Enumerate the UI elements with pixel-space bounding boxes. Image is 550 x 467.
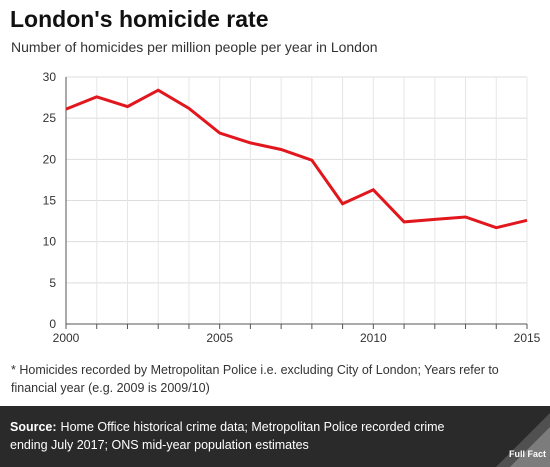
source-label: Source:: [10, 420, 57, 434]
series-line: [65, 88, 528, 230]
x-tick-label: 2000: [53, 331, 80, 345]
x-tick-label: 2010: [360, 331, 387, 345]
x-tick-label: 2005: [206, 331, 233, 345]
y-tick-label: 5: [49, 276, 56, 290]
source-body: Home Office historical crime data; Metro…: [10, 420, 445, 452]
y-tick-label: 25: [43, 111, 57, 125]
footnote: * Homicides recorded by Metropolitan Pol…: [11, 363, 499, 395]
x-tick-label: 2015: [514, 331, 541, 345]
source-text: Source: Home Office historical crime data…: [10, 418, 460, 454]
brand-name: Full Fact: [508, 449, 546, 459]
y-tick-label: 10: [43, 235, 57, 249]
brand-logo: Full Fact: [486, 413, 550, 467]
source-bar: Source: Home Office historical crime data…: [0, 406, 550, 467]
series-layer: [65, 88, 528, 230]
axes: 0 5 10 15 20 25 30 2000 2005 2010 2015: [43, 70, 541, 345]
y-tick-label: 15: [43, 194, 57, 208]
y-tick-label: 30: [43, 70, 57, 84]
grid: [65, 76, 528, 325]
y-tick-label: 0: [49, 317, 56, 331]
full-fact-logo-icon: [496, 413, 550, 467]
chart-subtitle: Number of homicides per million people p…: [11, 39, 378, 55]
y-tick-label: 20: [43, 152, 57, 166]
chart-title: London's homicide rate: [10, 6, 269, 32]
line-chart: 0 5 10 15 20 25 30 2000 2005 2010 2015: [43, 70, 541, 345]
